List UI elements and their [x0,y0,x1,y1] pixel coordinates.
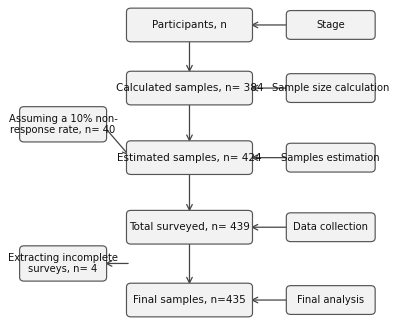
Text: Data collection: Data collection [293,222,368,232]
Text: Calculated samples, n= 384: Calculated samples, n= 384 [116,83,263,93]
FancyBboxPatch shape [286,74,375,102]
Text: Estimated samples, n= 424: Estimated samples, n= 424 [117,153,262,162]
FancyBboxPatch shape [126,283,252,317]
FancyBboxPatch shape [126,141,252,175]
Text: Final samples, n=435: Final samples, n=435 [133,295,246,305]
FancyBboxPatch shape [286,286,375,314]
FancyBboxPatch shape [20,107,106,142]
FancyBboxPatch shape [126,8,252,42]
FancyBboxPatch shape [20,246,106,281]
Text: Sample size calculation: Sample size calculation [272,83,390,93]
FancyBboxPatch shape [286,11,375,39]
Text: Assuming a 10% non-
response rate, n= 40: Assuming a 10% non- response rate, n= 40 [9,113,118,135]
Text: Stage: Stage [316,20,345,30]
Text: Total surveyed, n= 439: Total surveyed, n= 439 [129,222,250,232]
Text: Final analysis: Final analysis [297,295,364,305]
FancyBboxPatch shape [286,213,375,241]
FancyBboxPatch shape [126,210,252,244]
FancyBboxPatch shape [126,71,252,105]
Text: Extracting incomplete
surveys, n= 4: Extracting incomplete surveys, n= 4 [8,253,118,274]
Text: Samples estimation: Samples estimation [282,153,380,162]
Text: Participants, n: Participants, n [152,20,227,30]
FancyBboxPatch shape [286,143,375,172]
